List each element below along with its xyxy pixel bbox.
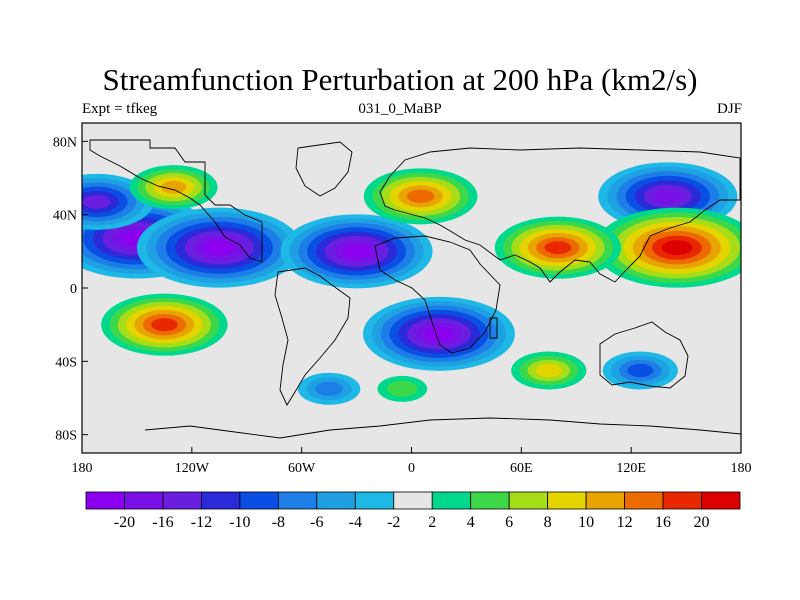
coastline-antarctica — [144, 417, 741, 439]
colorbar-label: 4 — [467, 514, 475, 531]
season-label: DJF — [716, 101, 742, 117]
anomaly-low-6 — [602, 351, 678, 390]
x-tick-label: 180 — [72, 461, 93, 476]
colorbar-swatch — [201, 491, 241, 510]
colorbar-swatch — [239, 491, 279, 510]
colorbar-swatch — [624, 491, 664, 510]
anomaly-low-4 — [598, 162, 738, 231]
coastline-africa — [374, 235, 501, 354]
anomaly-low-1 — [136, 207, 302, 288]
coastline-australia — [599, 321, 689, 389]
colorbar-swatch — [162, 491, 202, 510]
colorbar-swatch — [393, 491, 433, 510]
coastline-eurasia — [379, 147, 741, 283]
colorbar-swatch — [585, 491, 625, 510]
axes: 80N 40N 0 40S 80S 180 120W 60W 0 60E 120E 180 — [53, 135, 752, 476]
colorbar-swatch — [470, 491, 510, 510]
experiment-label: Expt = tfkeg — [82, 101, 158, 117]
colorbar-swatch — [701, 491, 741, 510]
y-tick-label: 80S — [55, 429, 77, 444]
colorbar-swatch — [508, 491, 549, 510]
x-tick-label: 60W — [288, 461, 316, 476]
colorbar-label: -16 — [152, 514, 173, 531]
anomaly-high-14 — [377, 375, 428, 402]
x-tick-label: 0 — [408, 461, 415, 476]
colorbar-swatch — [431, 491, 472, 510]
colorbar-label: 2 — [428, 514, 436, 531]
colorbar-label: -12 — [191, 514, 212, 531]
contour-band — [653, 189, 683, 204]
colorbar-swatch — [85, 491, 125, 510]
contour-band — [406, 189, 435, 204]
colorbar-label: 8 — [544, 514, 552, 531]
colorbar-swatch — [124, 491, 164, 510]
anomaly-low-3 — [362, 296, 515, 371]
contour-band — [627, 363, 654, 378]
colorbar-label: -4 — [349, 514, 362, 531]
anomaly-low-7 — [297, 372, 361, 405]
contour-band — [203, 240, 235, 256]
colorbar-swatch — [277, 491, 318, 510]
coastline-greenland — [295, 141, 353, 197]
colorbar-swatch — [316, 491, 356, 510]
run-label: 031_0_MaBP — [358, 101, 442, 117]
colorbar-swatch — [547, 491, 587, 510]
contour-band — [315, 381, 343, 396]
contour-band — [82, 195, 111, 209]
contour-band — [535, 363, 562, 378]
x-tick-label: 60E — [510, 461, 533, 476]
coastlines — [89, 139, 741, 439]
contour-fields — [82, 162, 741, 405]
colorbar-label: 20 — [694, 514, 710, 531]
colorbar: -20 -16 -12 -10 -8 -6 -4 -2 2 4 6 8 10 12 16 20 — [85, 491, 741, 531]
anomaly-high-8 — [101, 293, 228, 356]
x-tick-label: 120W — [175, 461, 210, 476]
anomaly-high-10 — [494, 216, 622, 279]
y-tick-label: 0 — [70, 282, 77, 297]
anomaly-high-13 — [511, 351, 587, 390]
coastline-madagascar — [489, 317, 498, 339]
contour-band — [424, 326, 454, 341]
coastline-north-america — [89, 139, 263, 263]
contour-band — [661, 240, 693, 256]
contour-band — [342, 244, 371, 259]
colorbar-swatch — [662, 491, 702, 510]
x-tick-label: 180 — [731, 461, 752, 476]
colorbar-label: -10 — [229, 514, 250, 531]
anomaly-high-9 — [594, 207, 741, 288]
colorbar-label: 12 — [617, 514, 633, 531]
y-tick-label: 80N — [53, 135, 77, 150]
anomaly-high-11 — [363, 168, 478, 225]
contour-band — [387, 380, 418, 397]
map-title: Streamfunction Perturbation at 200 hPa (… — [102, 62, 698, 97]
y-tick-label: 40N — [53, 209, 77, 224]
colorbar-label: -6 — [310, 514, 323, 531]
coastline-south-america — [274, 267, 351, 406]
colorbar-label: -2 — [387, 514, 400, 531]
colorbar-label: 16 — [655, 514, 671, 531]
colorbar-label: -8 — [272, 514, 285, 531]
y-tick-label: 40S — [55, 355, 77, 370]
colorbar-swatch — [354, 491, 395, 510]
contour-band — [544, 241, 572, 255]
contour-band — [160, 180, 187, 194]
colorbar-label: 10 — [578, 514, 594, 531]
anomaly-high-12 — [129, 165, 218, 210]
contour-band — [151, 318, 178, 332]
colorbar-label: 6 — [505, 514, 513, 531]
x-tick-label: 120E — [616, 461, 646, 476]
colorbar-label: -20 — [114, 514, 135, 531]
anomaly-low-2 — [280, 214, 433, 289]
